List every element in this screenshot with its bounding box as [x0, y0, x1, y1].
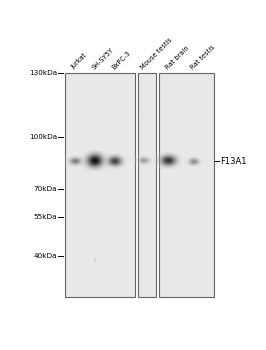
Text: Rat brain: Rat brain	[164, 44, 190, 70]
Bar	[159, 73, 214, 297]
Text: 55kDa: 55kDa	[34, 214, 57, 220]
Text: BxPC-3: BxPC-3	[111, 49, 132, 70]
Text: 130kDa: 130kDa	[29, 70, 57, 76]
Text: Rat testis: Rat testis	[189, 44, 216, 70]
Text: Jurkat: Jurkat	[70, 52, 89, 70]
Bar	[65, 73, 135, 297]
Text: 40kDa: 40kDa	[34, 253, 57, 259]
Text: Mouse testis: Mouse testis	[140, 36, 173, 70]
Text: SH-SY5Y: SH-SY5Y	[91, 46, 115, 70]
Text: 70kDa: 70kDa	[34, 186, 57, 192]
Text: F13A1: F13A1	[220, 157, 246, 166]
Text: 100kDa: 100kDa	[29, 134, 57, 140]
Bar	[138, 73, 156, 297]
